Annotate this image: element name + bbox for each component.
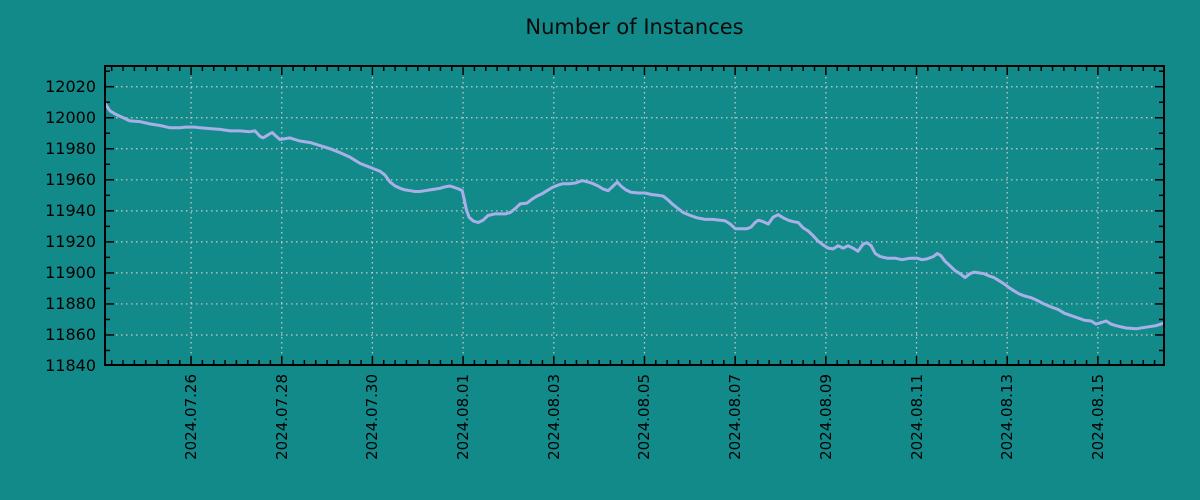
x-tick-label: 2024.08.15	[1088, 374, 1107, 460]
x-tick-label: 2024.08.05	[635, 374, 654, 460]
y-tick-label: 11900	[45, 262, 96, 282]
y-tick-label: 11960	[45, 169, 96, 189]
chart-title: Number of Instances	[525, 15, 744, 39]
y-tick-label: 11860	[45, 324, 96, 344]
y-tick-label: 12020	[45, 76, 96, 96]
x-tick-label: 2024.07.28	[272, 374, 291, 460]
plot-canvas	[104, 65, 1165, 366]
y-tick-label: 11980	[45, 138, 96, 158]
x-tick-label: 2024.08.09	[816, 374, 835, 460]
y-tick-label: 11880	[45, 293, 96, 313]
y-tick-label: 11940	[45, 200, 96, 220]
x-tick-label: 2024.08.11	[907, 374, 926, 460]
x-tick-label: 2024.08.07	[726, 374, 745, 460]
x-tick-label: 2024.08.01	[454, 374, 473, 460]
y-tick-label: 12000	[45, 107, 96, 127]
x-tick-label: 2024.08.03	[544, 374, 563, 460]
x-tick-label: 2024.07.30	[363, 374, 382, 460]
plot-border	[104, 65, 1165, 366]
y-tick-label: 11920	[45, 231, 96, 251]
plot-area	[104, 65, 1165, 366]
y-tick-label: 11840	[45, 356, 96, 375]
x-tick-label: 2024.08.13	[998, 374, 1017, 460]
x-tick-label: 2024.07.26	[182, 374, 201, 460]
line-series	[104, 100, 1165, 331]
